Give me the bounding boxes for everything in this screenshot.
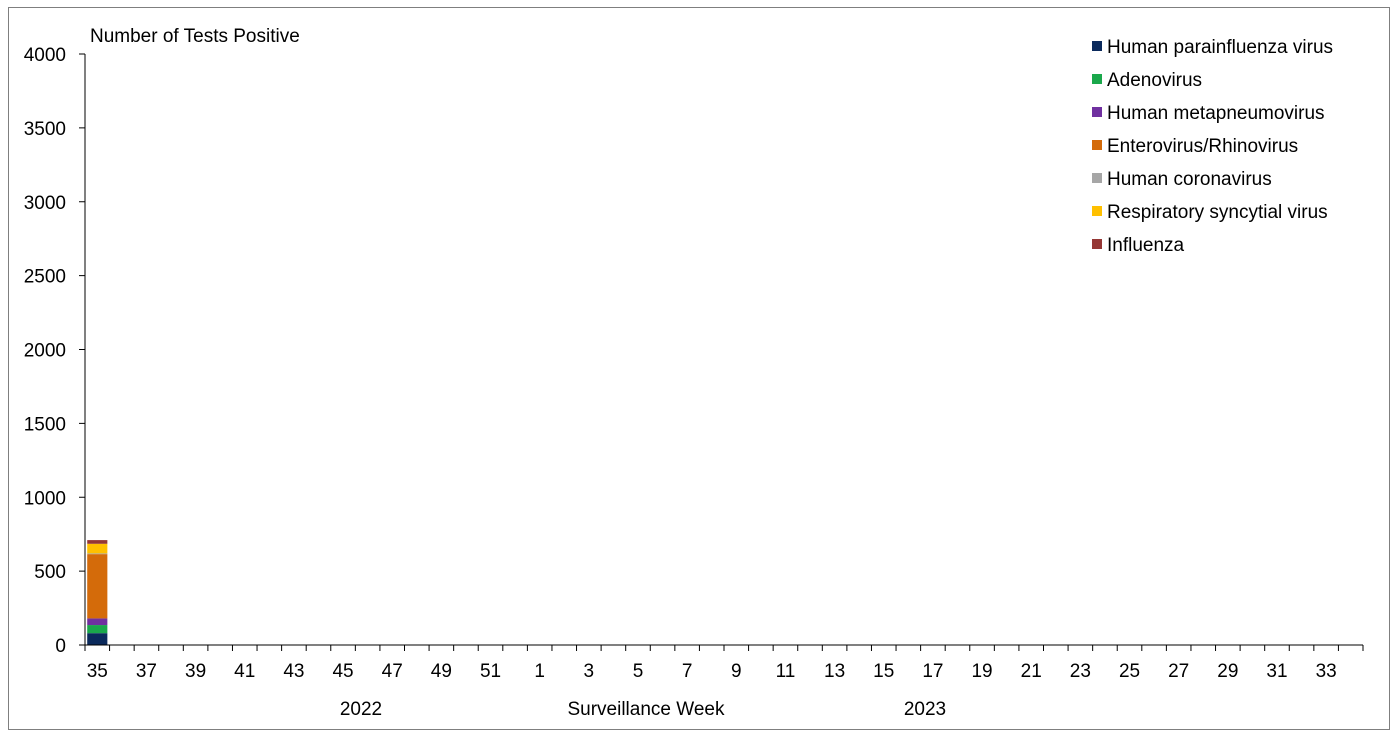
legend-label: Enterovirus/Rhinovirus bbox=[1107, 136, 1298, 157]
bar-segment bbox=[87, 540, 108, 544]
legend-swatch bbox=[1092, 239, 1102, 249]
x-tick-label: 49 bbox=[431, 661, 452, 682]
bar-segment bbox=[87, 543, 108, 554]
legend-label: Human parainfluenza virus bbox=[1107, 37, 1333, 58]
year-label-2023: 2023 bbox=[904, 699, 946, 720]
x-tick-label: 1 bbox=[534, 661, 545, 682]
x-tick-label: 15 bbox=[873, 661, 894, 682]
y-tick-label: 500 bbox=[34, 562, 66, 583]
x-tick-label: 3 bbox=[584, 661, 595, 682]
y-tick-label: 3000 bbox=[24, 193, 66, 214]
x-tick-label: 7 bbox=[682, 661, 693, 682]
legend-label: Respiratory syncytial virus bbox=[1107, 202, 1328, 223]
bars bbox=[87, 540, 108, 645]
bar-segment bbox=[87, 618, 108, 626]
x-tick-label: 9 bbox=[731, 661, 742, 682]
legend-swatch bbox=[1092, 173, 1102, 183]
y-axis-ticks: 0 500 1000 1500 2000 2500 3000 3500 4000 bbox=[24, 45, 85, 657]
y-tick-label: 1000 bbox=[24, 488, 66, 509]
bar-segment bbox=[87, 554, 108, 619]
x-tick-label: 27 bbox=[1168, 661, 1189, 682]
x-tick-label: 25 bbox=[1119, 661, 1140, 682]
legend-swatch bbox=[1092, 140, 1102, 150]
chart-frame bbox=[8, 7, 1390, 730]
x-tick-label: 23 bbox=[1070, 661, 1091, 682]
legend-swatch bbox=[1092, 74, 1102, 84]
bar-segment bbox=[87, 553, 108, 555]
legend-swatch bbox=[1092, 107, 1102, 117]
x-tick-label: 43 bbox=[283, 661, 304, 682]
x-tick-label: 37 bbox=[136, 661, 157, 682]
x-tick-label: 21 bbox=[1021, 661, 1042, 682]
legend-label: Human coronavirus bbox=[1107, 169, 1272, 190]
x-tick-label: 11 bbox=[776, 661, 796, 682]
y-tick-label: 4000 bbox=[24, 45, 66, 66]
y-axis-label: Number of Tests Positive bbox=[90, 26, 300, 47]
bar-segment bbox=[87, 625, 108, 634]
legend-label: Human metapneumovirus bbox=[1107, 103, 1325, 124]
legend: Human parainfluenza virus Adenovirus Human… bbox=[1092, 37, 1333, 256]
x-tick-label: 51 bbox=[480, 661, 501, 682]
x-tick-label: 45 bbox=[332, 661, 353, 682]
x-tick-label: 33 bbox=[1316, 661, 1337, 682]
x-axis-label: Surveillance Week bbox=[567, 699, 725, 720]
x-tick-label: 5 bbox=[633, 661, 644, 682]
x-tick-label: 41 bbox=[234, 661, 255, 682]
x-tick-label: 17 bbox=[922, 661, 943, 682]
y-tick-label: 3500 bbox=[24, 119, 66, 140]
legend-label: Influenza bbox=[1107, 235, 1185, 256]
y-tick-label: 0 bbox=[55, 636, 66, 657]
x-tick-label: 29 bbox=[1217, 661, 1238, 682]
year-label-2022: 2022 bbox=[340, 699, 382, 720]
legend-swatch bbox=[1092, 206, 1102, 216]
legend-label: Adenovirus bbox=[1107, 70, 1202, 91]
x-tick-label: 13 bbox=[824, 661, 845, 682]
bar-segment bbox=[87, 633, 108, 645]
y-tick-label: 2500 bbox=[24, 267, 66, 288]
x-tick-label: 35 bbox=[87, 661, 108, 682]
legend-swatch bbox=[1092, 41, 1102, 51]
x-tick-label: 47 bbox=[382, 661, 403, 682]
y-tick-label: 2000 bbox=[24, 341, 66, 362]
x-tick-label: 31 bbox=[1266, 661, 1287, 682]
x-tick-label: 39 bbox=[185, 661, 206, 682]
x-axis-ticks: 35 37 39 41 43 45 47 49 51 1 3 5 7 9 11 13 15 17 19 21 23 25 2… bbox=[84, 645, 1364, 682]
y-tick-label: 1500 bbox=[24, 414, 66, 435]
x-tick-label: 19 bbox=[971, 661, 992, 682]
